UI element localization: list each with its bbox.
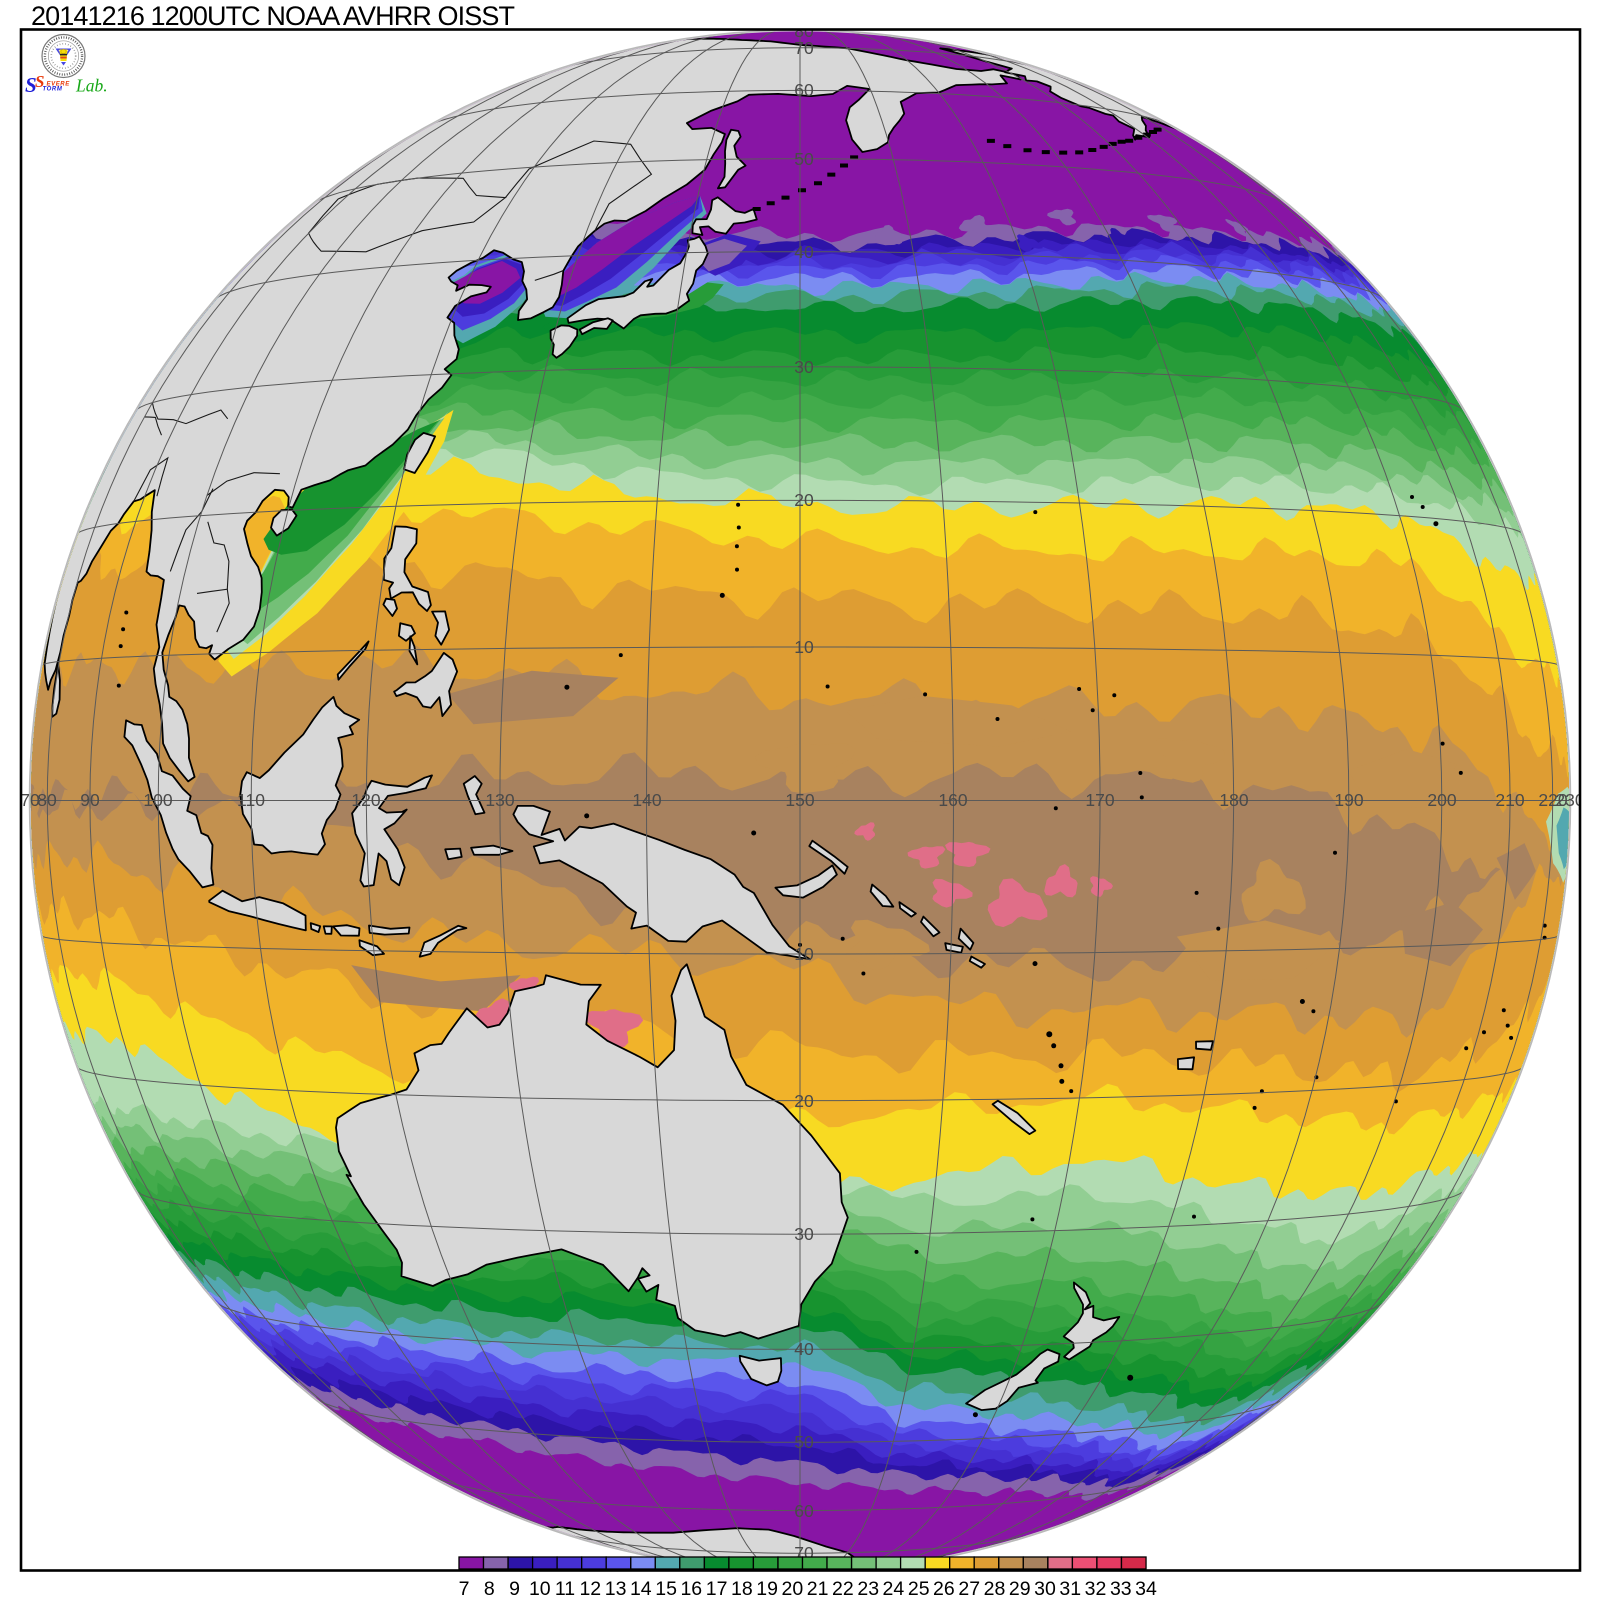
svg-text:30: 30 [1034, 1578, 1056, 1600]
svg-text:190: 190 [1334, 790, 1363, 810]
svg-text:70: 70 [20, 790, 40, 810]
svg-text:13: 13 [605, 1578, 627, 1600]
svg-text:27: 27 [958, 1578, 980, 1600]
svg-text:170: 170 [1085, 790, 1114, 810]
svg-text:18: 18 [731, 1578, 753, 1600]
svg-text:100: 100 [143, 790, 172, 810]
svg-text:26: 26 [933, 1578, 955, 1600]
svg-text:22: 22 [832, 1578, 854, 1600]
svg-text:40: 40 [794, 242, 814, 262]
svg-text:17: 17 [706, 1578, 728, 1600]
svg-text:130: 130 [485, 790, 514, 810]
svg-text:220: 220 [1538, 790, 1567, 810]
svg-text:11: 11 [555, 1578, 575, 1600]
svg-text:180: 180 [1219, 790, 1248, 810]
svg-text:60: 60 [794, 80, 814, 100]
svg-text:20: 20 [794, 490, 814, 510]
svg-text:8: 8 [484, 1578, 495, 1600]
svg-text:40: 40 [794, 1339, 814, 1359]
svg-text:14: 14 [630, 1578, 652, 1600]
svg-text:50: 50 [794, 149, 814, 169]
svg-text:32: 32 [1085, 1578, 1107, 1600]
svg-text:30: 30 [794, 357, 814, 377]
svg-text:30: 30 [794, 1224, 814, 1244]
svg-text:110: 110 [237, 790, 265, 810]
svg-text:10: 10 [794, 637, 814, 657]
svg-text:20: 20 [794, 1091, 814, 1111]
svg-text:23: 23 [857, 1578, 879, 1600]
svg-text:25: 25 [908, 1578, 930, 1600]
svg-text:200: 200 [1427, 790, 1456, 810]
svg-text:120: 120 [351, 790, 380, 810]
svg-text:80: 80 [37, 790, 57, 810]
svg-text:31: 31 [1059, 1578, 1081, 1600]
svg-text:34: 34 [1135, 1578, 1157, 1600]
svg-text:20141216 1200UTC NOAA AVHRR OI: 20141216 1200UTC NOAA AVHRR OISST [31, 1, 514, 31]
svg-text:16: 16 [680, 1578, 702, 1600]
svg-text:70: 70 [794, 38, 814, 58]
svg-text:210: 210 [1495, 790, 1524, 810]
svg-text:33: 33 [1110, 1578, 1132, 1600]
svg-text:160: 160 [938, 790, 967, 810]
svg-text:140: 140 [632, 790, 661, 810]
svg-text:TORM: TORM [43, 87, 63, 93]
svg-text:60: 60 [794, 1501, 814, 1521]
svg-text:12: 12 [579, 1578, 601, 1600]
svg-text:24: 24 [883, 1578, 905, 1600]
svg-text:10: 10 [794, 944, 814, 964]
svg-text:7: 7 [459, 1578, 470, 1600]
svg-text:9: 9 [509, 1578, 520, 1600]
svg-text:230: 230 [1555, 790, 1584, 810]
svg-text:10: 10 [529, 1578, 551, 1600]
svg-text:19: 19 [756, 1578, 778, 1600]
svg-text:150: 150 [785, 790, 814, 810]
svg-text:80: 80 [794, 21, 814, 41]
svg-text:50: 50 [794, 1432, 814, 1452]
svg-text:Lab.: Lab. [75, 76, 108, 96]
svg-text:S: S [35, 72, 44, 91]
svg-text:15: 15 [655, 1578, 677, 1600]
svg-text:S: S [25, 73, 37, 97]
svg-text:28: 28 [984, 1578, 1006, 1600]
svg-text:29: 29 [1009, 1578, 1031, 1600]
svg-text:20: 20 [782, 1578, 804, 1600]
svg-text:21: 21 [807, 1578, 829, 1600]
svg-text:EVERE: EVERE [47, 82, 71, 88]
svg-text:90: 90 [80, 790, 100, 810]
